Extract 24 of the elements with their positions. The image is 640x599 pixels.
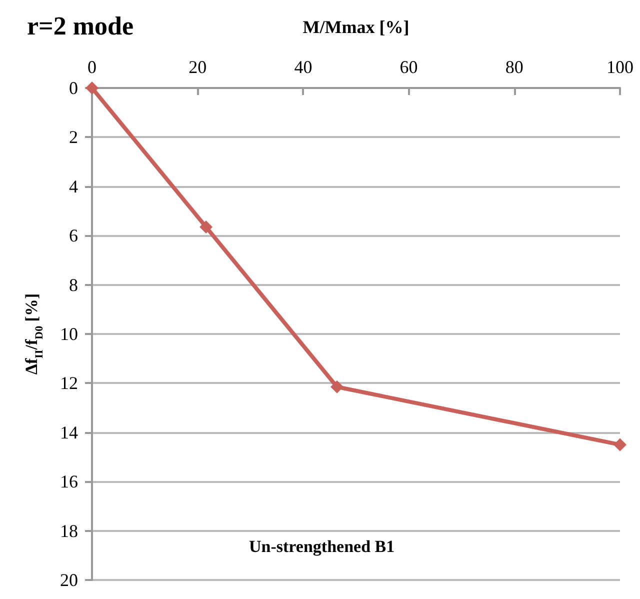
x-tick-label: 0 xyxy=(88,57,96,77)
y-tick-label: 2 xyxy=(69,127,78,148)
y-tick-label: 0 xyxy=(69,78,78,98)
y-tick-label: 8 xyxy=(69,274,78,295)
y-tick-label: 14 xyxy=(60,422,78,442)
x-tick-label: 100 xyxy=(606,57,634,77)
y-tick-label: 18 xyxy=(60,520,78,541)
y-tick-label: 20 xyxy=(60,570,78,590)
y-tick-label: 6 xyxy=(69,226,78,246)
y-tick-label: 12 xyxy=(60,373,78,394)
x-axis-title: M/Mmax [%] xyxy=(302,17,410,37)
point xyxy=(614,438,626,452)
y-tick-label: 16 xyxy=(60,472,78,492)
annotation: Un-strengthened B1 xyxy=(249,537,395,556)
y-axis-title: ΔfII/fD0 [%] xyxy=(22,293,46,375)
point xyxy=(330,380,344,394)
chart-title: r=2 mode xyxy=(27,12,134,40)
y-tick-label: 10 xyxy=(60,324,78,344)
x-tick-label: 80 xyxy=(505,57,524,77)
point xyxy=(200,220,213,234)
y-tick-label: 4 xyxy=(69,176,78,196)
x-tick-label: 20 xyxy=(188,57,207,77)
x-tick-label: 40 xyxy=(294,57,312,77)
x-tick-label: 60 xyxy=(400,57,418,77)
